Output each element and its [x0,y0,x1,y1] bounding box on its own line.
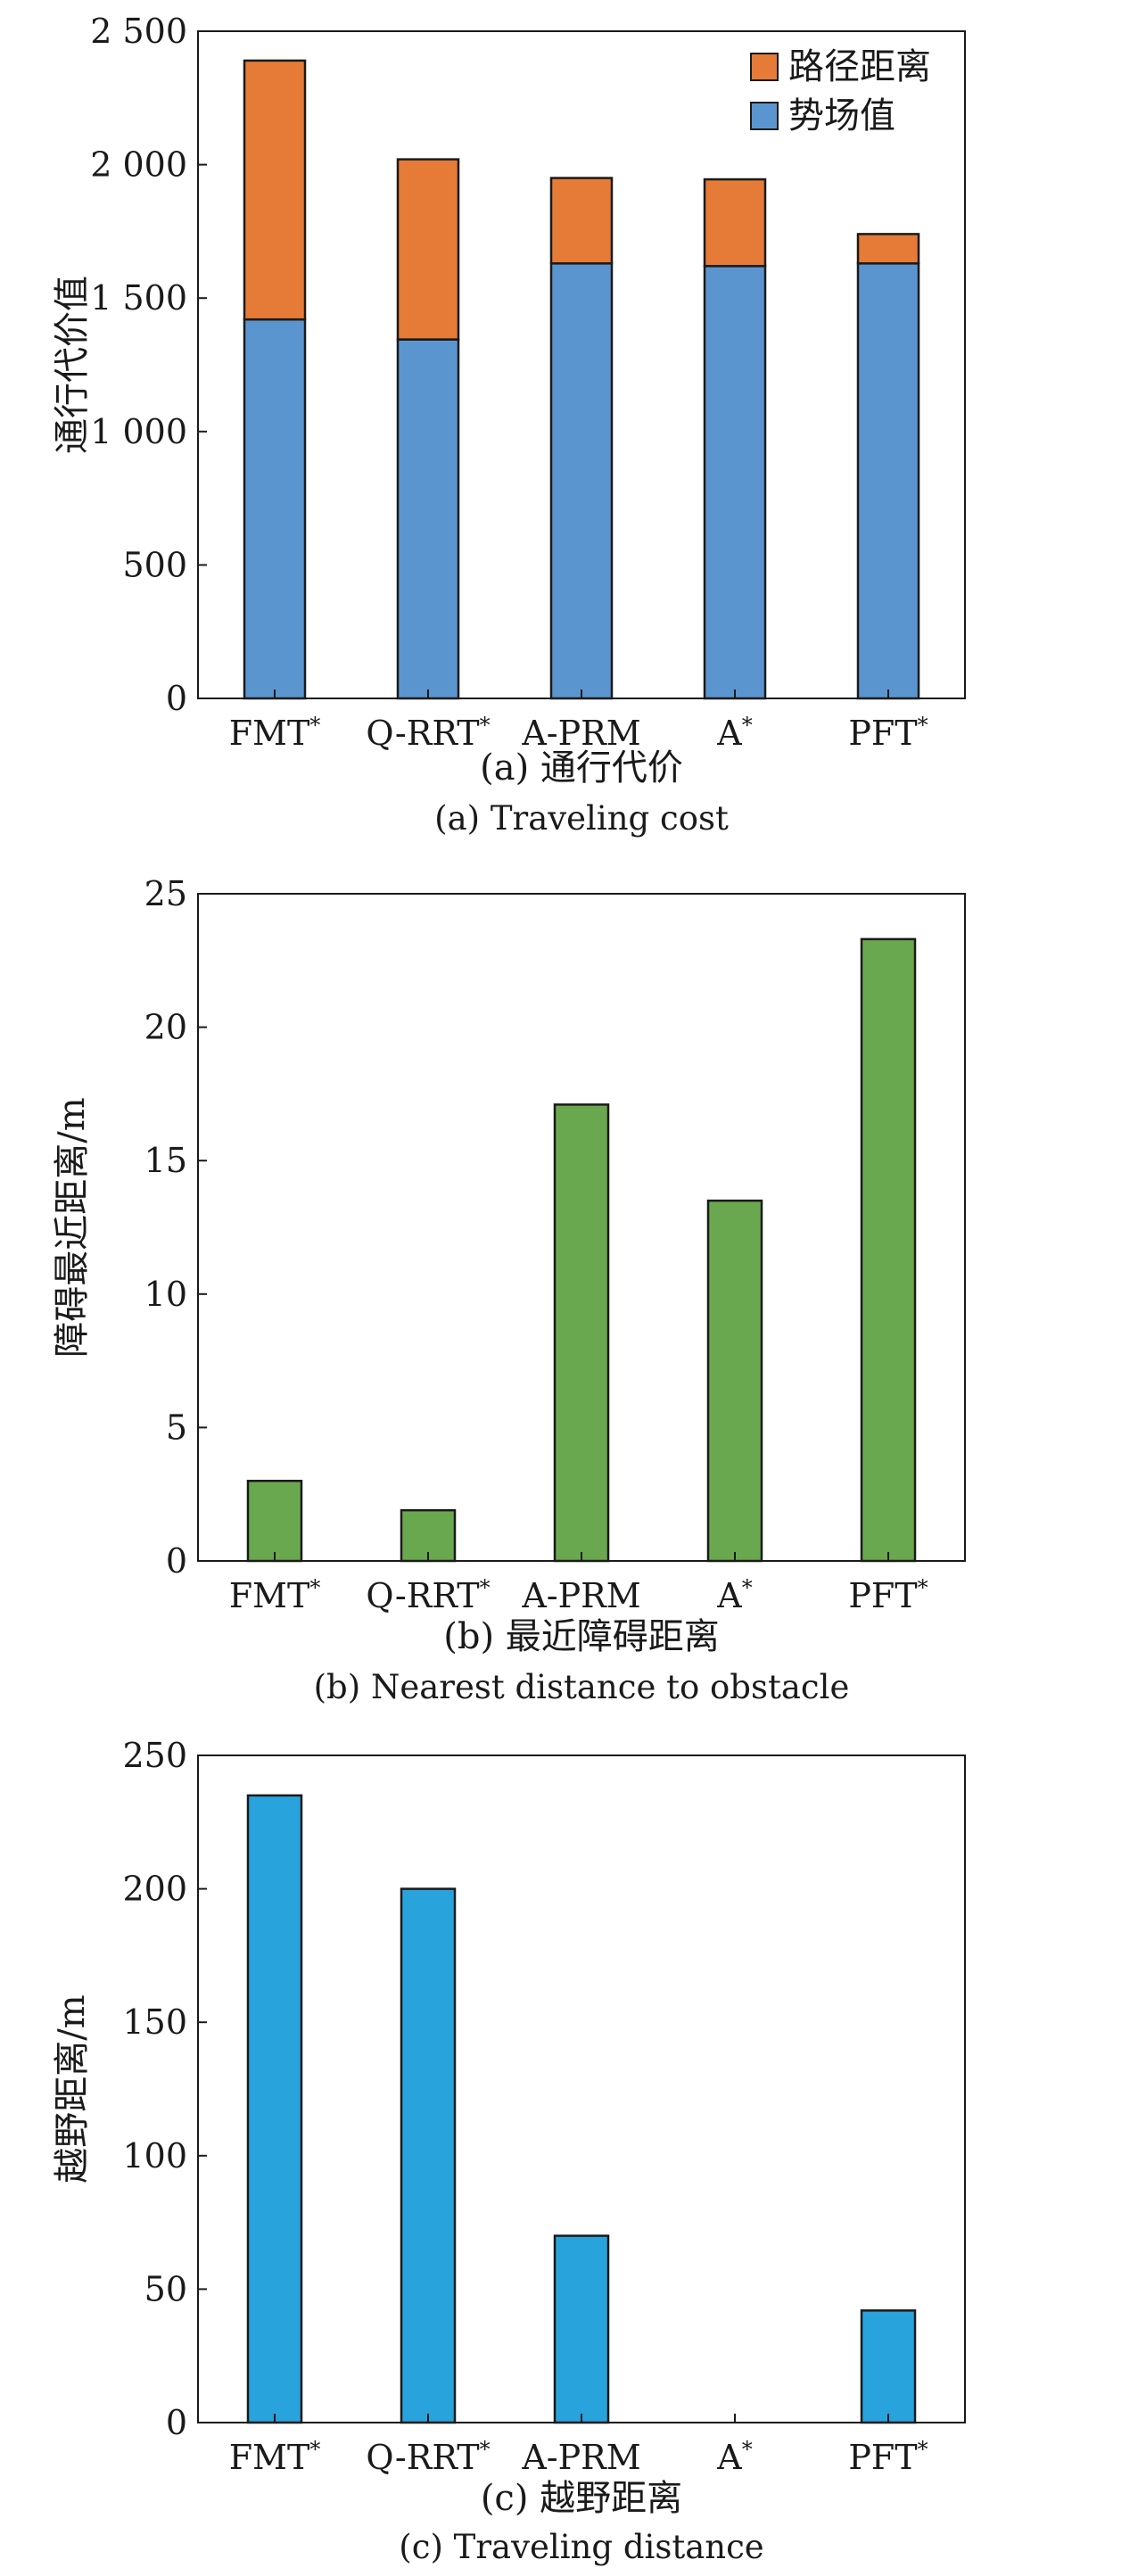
x-tick-label: Q-RRT* [366,2437,490,2477]
y-tick-label: 150 [122,2002,187,2042]
y-tick-label: 25 [144,874,187,913]
x-tick-label: PFT* [848,1575,928,1615]
y-tick-label: 100 [122,2136,187,2176]
x-tick-label: FMT* [229,1575,321,1615]
x-tick-label: A-PRM [521,1576,640,1615]
bar-a-prm [553,1103,610,1563]
y-tick-label: 0 [166,2403,187,2442]
y-tick-label: 10 [144,1275,187,1314]
y-tick-label: 200 [122,1870,187,1909]
x-tick-label: A-PRM [521,2438,640,2477]
y-tick-label: 500 [122,545,187,584]
bar-path-pftstar [856,233,920,265]
bar-path-a-prm [549,177,614,265]
legend-label: 路径距离 [788,46,931,87]
y-tick-label: 50 [144,2269,187,2308]
bar-path-q-rrtstar [396,158,460,341]
bar-fmtstar [246,1479,303,1563]
y-tick-label: 15 [144,1141,187,1180]
caption-en: (a) Traveling cost [434,799,729,838]
x-tick-label: A* [716,1575,752,1615]
x-tick-label: PFT* [848,2437,928,2477]
bar-path-astar [703,178,767,268]
panel-traveling-cost: 0 500 1 000 1 500 2 000 2 500 FMT* Q-RRT* A-PRM A… [52,12,966,838]
y-tick-label: 2 000 [90,145,187,185]
caption-en: (b) Nearest distance to obstacle [314,1668,850,1706]
bar-pftstar [860,937,917,1563]
x-tick-label: FMT* [229,713,321,753]
bar-q-rrtstar [400,1887,457,2424]
y-tick-label: 5 [166,1408,187,1447]
bar-fmtstar [246,1794,303,2424]
caption-cn: (c) 越野距离 [481,2478,682,2519]
x-tick-label: PFT* [848,713,928,753]
x-tick-label: Q-RRT* [366,1575,490,1615]
legend-swatch [750,53,779,81]
panel-nearest-distance: 0 5 10 15 20 25 FMT* Q-RRT* A-PRM A* PFT* 障碍最近距离/m (… [52,874,966,1706]
x-tick-label: A-PRM [521,714,640,753]
legend-swatch [750,102,779,130]
bar-potential-fmtstar [243,318,307,700]
y-tick-label: 1 000 [90,412,187,451]
y-axis-label: 通行代价值 [52,276,93,454]
caption-cn: (a) 通行代价 [480,747,683,788]
x-tick-label: A* [716,713,752,753]
caption-en: (c) Traveling distance [399,2528,763,2566]
y-tick-label: 0 [166,1541,187,1581]
bar-potential-astar [703,265,767,700]
y-tick-label: 1 500 [90,278,187,318]
x-tick-label: FMT* [229,2437,321,2477]
bar-path-fmtstar [243,59,307,321]
y-axis-label: 障碍最近距离/m [52,1097,93,1357]
y-tick-label: 20 [144,1008,187,1047]
bar-pftstar [860,2309,917,2424]
legend-label: 势场值 [788,95,895,136]
caption-cn: (b) 最近障碍距离 [443,1616,720,1657]
x-tick-label: Q-RRT* [366,713,490,753]
y-tick-label: 0 [166,679,187,718]
bar-a-prm [553,2234,610,2424]
panel-traveling-distance: 0 50 100 150 200 250 FMT* Q-RRT* A-PRM A* PFT* 越野距离… [52,1736,966,2566]
y-tick-label: 250 [122,1736,187,1775]
x-tick-label: A* [716,2437,752,2477]
bar-potential-a-prm [549,262,614,700]
bar-potential-pftstar [856,262,920,700]
bar-astar [706,1199,763,1563]
bar-potential-q-rrtstar [396,338,460,700]
y-tick-label: 2 500 [90,12,187,51]
y-axis-label: 越野距离/m [52,1994,93,2183]
